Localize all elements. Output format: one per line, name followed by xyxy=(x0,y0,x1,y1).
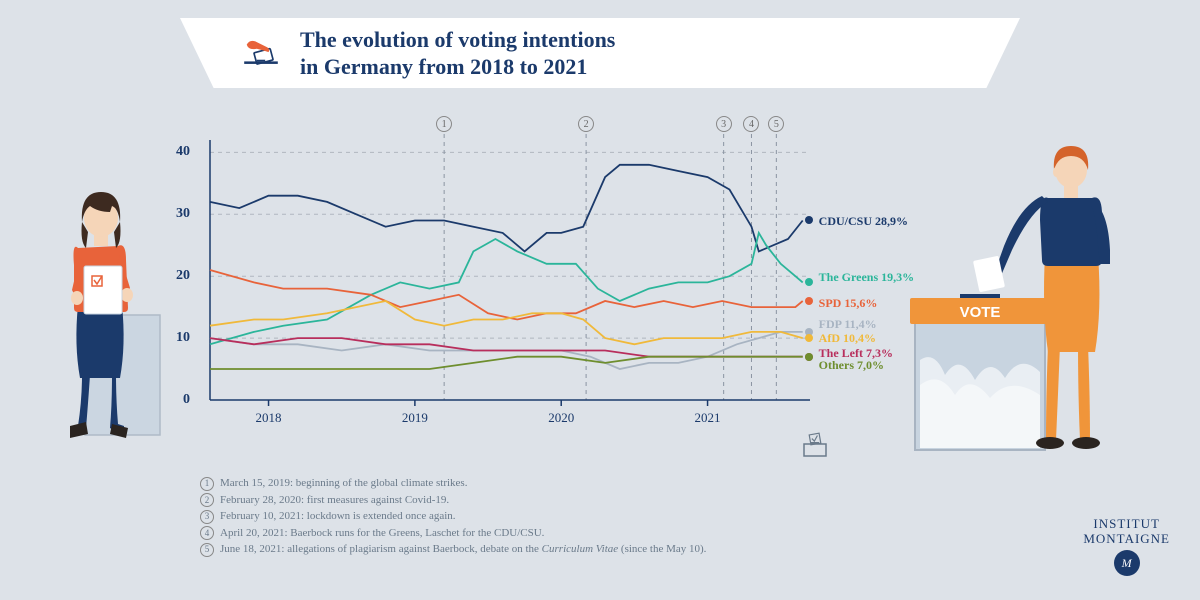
x-tick-label: 2021 xyxy=(695,410,721,426)
woman-illustration xyxy=(30,170,180,465)
y-tick-label: 0 xyxy=(183,392,190,408)
footnote-row: 4 April 20, 2021: Baerbock runs for the G… xyxy=(200,525,706,542)
series-end-dot xyxy=(805,278,813,286)
logo-line1: INSTITUT xyxy=(1083,517,1170,531)
series-end-dot xyxy=(805,353,813,361)
footnote-row: 1 March 15, 2019: beginning of the global… xyxy=(200,475,706,492)
series-label: AfD 10,4% xyxy=(819,331,876,346)
ballot-hand-icon xyxy=(240,32,282,74)
institut-montaigne-logo: INSTITUT MONTAIGNE M xyxy=(1083,517,1170,576)
event-marker: 2 xyxy=(578,116,594,132)
logo-badge: M xyxy=(1114,550,1140,576)
footnote-number: 1 xyxy=(200,477,214,491)
page-title: The evolution of voting intentionsin Ger… xyxy=(300,26,615,81)
logo-line2: MONTAIGNE xyxy=(1083,532,1170,546)
x-tick-label: 2019 xyxy=(402,410,428,426)
event-marker: 4 xyxy=(743,116,759,132)
footnote-number: 3 xyxy=(200,510,214,524)
ballot-axis-icon xyxy=(800,432,830,458)
footnote-text: March 15, 2019: beginning of the global … xyxy=(220,475,467,492)
footnote-text: February 28, 2020: first measures agains… xyxy=(220,492,449,509)
footnote-row: 5 June 18, 2021: allegations of plagiaris… xyxy=(200,541,706,558)
footnote-row: 3 February 10, 2021: lockdown is extended… xyxy=(200,508,706,525)
event-marker: 1 xyxy=(436,116,452,132)
series-end-dot xyxy=(805,216,813,224)
footnote-text: February 10, 2021: lockdown is extended … xyxy=(220,508,456,525)
event-marker: 3 xyxy=(716,116,732,132)
line-chart: 010203040201820192020202112345CDU/CSU 28… xyxy=(200,120,820,430)
title-banner: The evolution of voting intentionsin Ger… xyxy=(180,18,1020,88)
footnote-number: 5 xyxy=(200,543,214,557)
series-end-dot xyxy=(805,334,813,342)
series-end-dot xyxy=(805,297,813,305)
y-tick-label: 40 xyxy=(176,144,190,160)
series-label: FDP 11,4% xyxy=(819,317,877,332)
footnote-number: 4 xyxy=(200,526,214,540)
man-illustration xyxy=(970,140,1145,465)
footnote-number: 2 xyxy=(200,493,214,507)
series-label: SPD 15,6% xyxy=(819,296,878,311)
footnote-text: April 20, 2021: Baerbock runs for the Gr… xyxy=(220,525,544,542)
footnote-text: June 18, 2021: allegations of plagiarism… xyxy=(220,541,706,558)
x-tick-label: 2020 xyxy=(548,410,574,426)
footnote-row: 2 February 28, 2020: first measures again… xyxy=(200,492,706,509)
series-label: CDU/CSU 28,9% xyxy=(819,214,908,229)
series-label: The Greens 19,3% xyxy=(819,270,914,285)
footnotes: 1 March 15, 2019: beginning of the global… xyxy=(200,475,706,558)
event-marker: 5 xyxy=(768,116,784,132)
series-label: Others 7,0% xyxy=(819,358,884,373)
x-tick-label: 2018 xyxy=(256,410,282,426)
